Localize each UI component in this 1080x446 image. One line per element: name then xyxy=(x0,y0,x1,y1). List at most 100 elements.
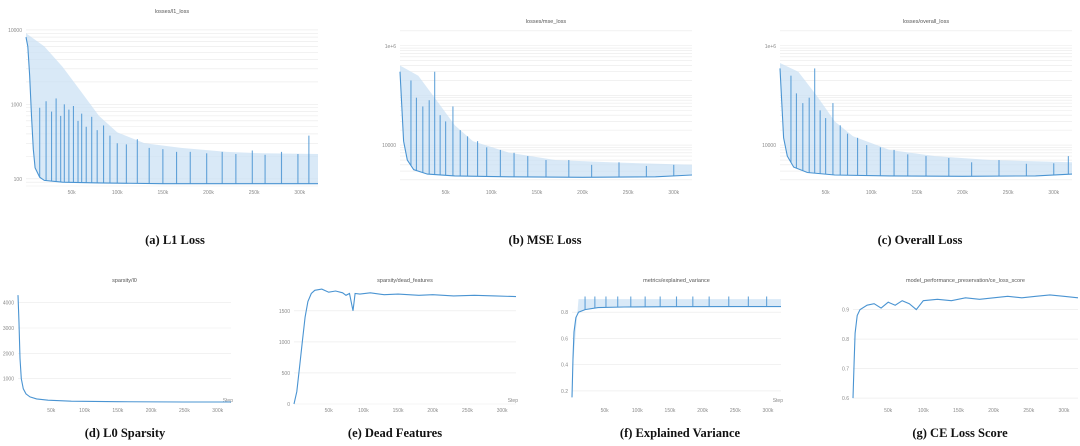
y-tick-label: 0 xyxy=(287,402,290,408)
x-tick-label: 150k xyxy=(665,408,676,414)
x-tick-label: 50k xyxy=(822,190,831,196)
x-tick-label: 100k xyxy=(79,408,90,414)
mse-loss-chart: losses/mse_loss 1e+6 10000 50k 100k 150k 200k 2… xyxy=(370,18,700,198)
x-tick-label: 100k xyxy=(486,190,497,196)
chart-svg: metrics/explained_variance 0.8 0.6 0.4 0.2 50… xyxy=(561,278,784,414)
x-axis-label: Step xyxy=(508,398,519,404)
x-tick-label: 150k xyxy=(531,190,542,196)
x-tick-label: 250k xyxy=(179,408,190,414)
dead-features-chart: sparsity/dead_features 1500 1000 500 0 50k 100… xyxy=(270,276,532,418)
series-line xyxy=(571,306,781,398)
x-tick-label: 200k xyxy=(988,408,999,414)
y-tick-label: 0.2 xyxy=(561,389,568,395)
x-tick-label: 50k xyxy=(884,408,893,414)
x-tick-label: 300k xyxy=(212,408,223,414)
chart-svg: losses/overall_loss 1e+6 10000 50k 100k 150k 2… xyxy=(762,19,1073,196)
y-tick-label: 2000 xyxy=(3,351,14,357)
y-tick-label: 0.6 xyxy=(561,336,568,342)
x-tick-label: 100k xyxy=(918,408,929,414)
series-line xyxy=(399,71,693,178)
y-tick-label: 0.8 xyxy=(842,337,849,343)
chart-title: losses/overall_loss xyxy=(903,19,949,25)
x-tick-label: 150k xyxy=(953,408,964,414)
x-tick-label: 250k xyxy=(1023,408,1034,414)
y-tick-label: 10000 xyxy=(8,28,22,34)
chart-title: sparsity/l0 xyxy=(112,278,137,284)
chart-svg: sparsity/dead_features 1500 1000 500 0 50k 100… xyxy=(279,278,519,414)
series-line xyxy=(17,295,231,403)
y-tick-label: 100 xyxy=(14,177,23,183)
x-tick-label: 200k xyxy=(146,408,157,414)
y-tick-label: 0.9 xyxy=(842,308,849,314)
chart-title: losses/mse_loss xyxy=(526,19,567,25)
caption-l0-sparsity: (d) L0 Sparsity xyxy=(84,426,166,440)
noise-band xyxy=(780,63,1072,177)
x-tick-label: 250k xyxy=(623,190,634,196)
series-line xyxy=(293,288,517,405)
y-tick-label: 500 xyxy=(282,371,291,377)
ce-loss-score-chart: model_performance_preservation/ce_loss_s… xyxy=(835,276,1080,418)
x-tick-label: 200k xyxy=(957,190,968,196)
chart-title: sparsity/dead_features xyxy=(377,278,433,284)
x-tick-label: 300k xyxy=(1048,190,1059,196)
caption-overall-loss: (c) Overall Loss xyxy=(877,233,963,247)
x-tick-label: 150k xyxy=(112,408,123,414)
l0-sparsity-chart: sparsity/l0 4000 3000 2000 1000 50k 100k 150k 20… xyxy=(0,276,245,418)
y-tick-label: 1000 xyxy=(11,102,22,108)
y-tick-label: 10000 xyxy=(382,143,396,149)
y-tick-label: 1000 xyxy=(3,377,14,383)
chart-title: metrics/explained_variance xyxy=(643,278,710,284)
y-tick-label: 3000 xyxy=(3,326,14,332)
chart-svg: model_performance_preservation/ce_loss_s… xyxy=(842,278,1079,414)
caption-mse-loss: (b) MSE Loss xyxy=(508,233,582,247)
overall-loss-chart: losses/overall_loss 1e+6 10000 50k 100k 150k 2… xyxy=(750,18,1080,198)
x-tick-label: 150k xyxy=(393,408,404,414)
x-tick-label: 50k xyxy=(47,408,56,414)
y-tick-label: 0.6 xyxy=(842,396,849,402)
y-tick-label: 0.7 xyxy=(842,367,849,373)
x-tick-label: 300k xyxy=(497,408,508,414)
x-tick-label: 200k xyxy=(427,408,438,414)
noise-band xyxy=(26,33,318,184)
y-tick-label: 0.8 xyxy=(561,310,568,316)
x-tick-label: 300k xyxy=(668,190,679,196)
chart-title: losses/l1_loss xyxy=(155,9,189,15)
x-tick-label: 150k xyxy=(157,190,168,196)
series-line xyxy=(852,294,1079,399)
chart-title: model_performance_preservation/ce_loss_s… xyxy=(906,278,1025,284)
x-tick-label: 150k xyxy=(911,190,922,196)
x-tick-label: 250k xyxy=(730,408,741,414)
x-axis-label: Step xyxy=(223,398,234,404)
x-tick-label: 100k xyxy=(112,190,123,196)
chart-svg: losses/l1_loss 10000 1000 100 50k 100k 150k 200… xyxy=(8,9,318,196)
x-tick-label: 250k xyxy=(1003,190,1014,196)
chart-svg: sparsity/l0 4000 3000 2000 1000 50k 100k 150k 20… xyxy=(3,278,234,414)
caption-dead-features: (e) Dead Features xyxy=(347,426,443,440)
x-tick-label: 300k xyxy=(1059,408,1070,414)
x-tick-label: 300k xyxy=(294,190,305,196)
y-tick-label: 0.4 xyxy=(561,363,568,369)
y-tick-label: 1000 xyxy=(279,340,290,346)
y-tick-label: 10000 xyxy=(762,143,776,149)
y-tick-label: 4000 xyxy=(3,301,14,307)
chart-svg: losses/mse_loss 1e+6 10000 50k 100k 150k 200k 2… xyxy=(382,19,693,196)
y-tick-label: 1e+6 xyxy=(765,44,776,50)
x-tick-label: 50k xyxy=(68,190,77,196)
caption-ce-loss-score: (g) CE Loss Score xyxy=(912,426,1008,440)
x-tick-label: 50k xyxy=(601,408,610,414)
x-tick-label: 50k xyxy=(442,190,451,196)
x-tick-label: 250k xyxy=(249,190,260,196)
x-tick-label: 100k xyxy=(632,408,643,414)
x-tick-label: 200k xyxy=(577,190,588,196)
explained-variance-chart: metrics/explained_variance 0.8 0.6 0.4 0.2 50… xyxy=(550,276,795,418)
noise-band xyxy=(572,299,781,398)
x-tick-label: 50k xyxy=(325,408,334,414)
x-tick-label: 200k xyxy=(203,190,214,196)
x-tick-label: 100k xyxy=(358,408,369,414)
l1-loss-chart: losses/l1_loss 10000 1000 100 50k 100k 150k 200… xyxy=(0,8,330,198)
series-line xyxy=(779,68,1073,177)
x-axis-label: Step xyxy=(773,398,784,404)
caption-explained-variance: (f) Explained Variance xyxy=(619,426,741,440)
caption-l1-loss: (a) L1 Loss xyxy=(145,233,205,247)
noise-band xyxy=(400,65,692,178)
